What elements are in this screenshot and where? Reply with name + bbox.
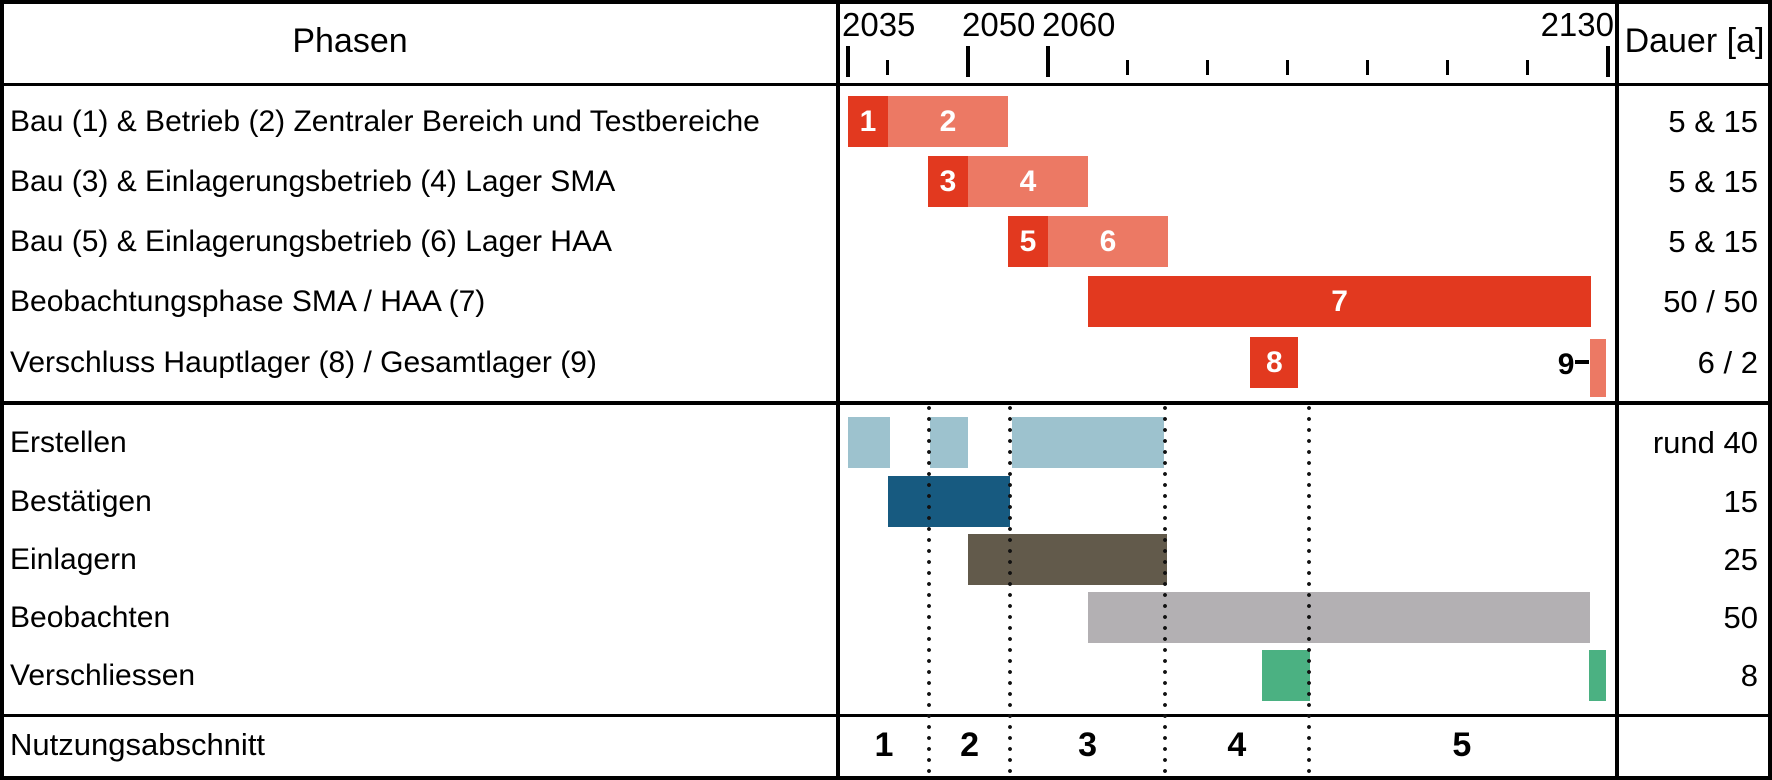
gantt-bar-3: 3 [928,156,968,207]
phase-duration-value: 5 & 15 [1668,104,1758,139]
axis-minor-tick [1206,60,1209,75]
activity-row-label: Beobachten [10,601,171,634]
axis-minor-tick [886,60,889,75]
bar-number: 4 [1019,165,1037,198]
phase-duration-value: 6 / 2 [1697,345,1758,380]
axis-minor-tick [1366,60,1369,75]
bar-number: 8 [1266,346,1283,379]
usage-section-number: 5 [1452,726,1472,764]
bar-number: 1 [859,105,877,138]
border-top [0,0,1772,4]
bar-number: 7 [1331,285,1348,318]
phase-duration-value: 5 & 15 [1668,164,1758,199]
activity-duration-value: rund 40 [1652,425,1758,460]
bar-number: 2 [939,105,957,138]
gantt-bar-4: 4 [968,156,1088,207]
gantt-bar-5: 5 [1008,216,1048,267]
phase-row-label: Bau (5) & Einlagerungsbetrieb (6) Lager … [10,225,612,258]
axis-minor-tick [1446,60,1449,75]
axis-major-tick [966,46,970,77]
activity-row-label: Verschliessen [10,659,196,692]
axis-year-label: 2060 [1042,6,1116,43]
usage-section-number: 4 [1227,726,1247,764]
usage-section-number: 2 [960,726,980,764]
axis-year-label: 2130 [1540,6,1614,43]
border-right [1768,0,1772,780]
activity-bar [929,417,968,468]
gantt-bar-9 [1590,339,1607,397]
border-bottom [0,776,1772,780]
phase-row-label: Bau (1) & Betrieb (2) Zentraler Bereich … [10,105,760,138]
activity-duration-value: 8 [1740,658,1758,693]
usage-section-number: 3 [1078,726,1098,764]
gantt-bar-1: 1 [848,96,888,147]
axis-major-tick [846,46,850,77]
usage-section-boundary-dotted-line [1162,405,1167,776]
activity-bar [1088,592,1591,643]
usage-section-boundary-dotted-line [1306,405,1311,776]
bar-callout-dash [1575,360,1590,364]
border-left [0,0,4,780]
phase-duration-value: 5 & 15 [1668,224,1758,259]
bar-number: 5 [1019,225,1037,258]
header-divider [0,83,1772,86]
activity-row-label: Einlagern [10,543,137,576]
axis-minor-tick [1526,60,1529,75]
bar-number: 3 [939,165,957,198]
activity-bar [1262,650,1311,701]
usage-section-label: Nutzungsabschnitt [10,727,266,762]
phase-row-label: Beobachtungsphase SMA / HAA (7) [10,285,486,318]
activity-row-label: Erstellen [10,426,127,459]
column-separator-left [836,0,840,780]
phase-row-label: Verschluss Hauptlager (8) / Gesamtlager … [10,346,597,379]
activity-bar [968,534,1168,585]
usage-section-boundary-dotted-line [1008,405,1013,776]
phase-duration-value: 50 / 50 [1663,284,1758,319]
activity-duration-value: 50 [1723,600,1758,635]
bar-callout-label: 9 [1557,348,1575,381]
gantt-bar-7: 7 [1088,276,1592,327]
axis-year-label: 2050 [962,6,1036,43]
axis-minor-tick [1126,60,1129,75]
activity-bar [848,417,891,468]
phases-column-header: Phasen [292,22,408,60]
duration-column-header: Dauer [a] [1624,22,1765,60]
bar-number: 6 [1099,225,1117,258]
activity-bar [888,476,1010,527]
column-separator-right [1615,0,1619,780]
gantt-bar-2: 2 [888,96,1008,147]
usage-section-boundary-dotted-line [926,405,931,776]
usage-section-number: 1 [874,726,894,764]
activity-row-label: Bestätigen [10,485,152,518]
phase-row-label: Bau (3) & Einlagerungsbetrieb (4) Lager … [10,165,616,198]
section-divider [0,401,1772,405]
activity-bar [1012,417,1164,468]
axis-major-tick [1606,46,1610,77]
axis-minor-tick [1286,60,1289,75]
footer-divider [0,714,1772,717]
gantt-bar-8: 8 [1250,337,1299,388]
gantt-bar-6: 6 [1048,216,1168,267]
activity-bar [1588,650,1607,701]
axis-major-tick [1046,46,1050,77]
axis-year-label: 2035 [842,6,916,43]
activity-duration-value: 15 [1723,484,1758,519]
activity-duration-value: 25 [1723,542,1758,577]
